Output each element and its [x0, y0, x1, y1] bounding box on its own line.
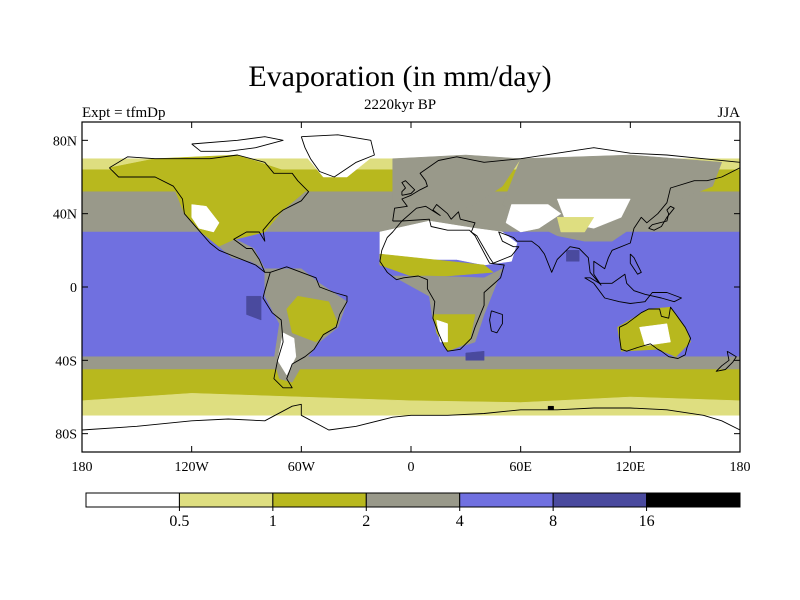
coastline-layer: [82, 134, 740, 431]
colorbar-swatch: [272, 492, 367, 508]
greenland-coast: [300, 134, 375, 178]
contour-region-central-asia-white: [505, 204, 562, 233]
colorbar-level-label: 8: [549, 513, 557, 530]
contour-region-antarctic-black-spot: [547, 405, 554, 411]
contour-region-sahel-olive: [379, 253, 494, 277]
x-tick-label: 60E: [509, 460, 532, 475]
y-tick-label: 80N: [53, 134, 77, 149]
colorbar-swatch: [365, 492, 461, 508]
contour-region-north-america-olive: [109, 154, 306, 247]
north-america-coast: [109, 167, 271, 273]
y-tick-label: 40N: [53, 208, 77, 223]
contour-region-n-polar-white: [82, 122, 740, 159]
y-tick-label: 40S: [55, 354, 77, 369]
x-tick-label: 120E: [616, 460, 646, 475]
contour-region-peru-dark-blue: [246, 295, 262, 321]
madagascar-coast: [489, 310, 503, 334]
contour-region-north-america-west-white: [191, 204, 220, 233]
colorbar-level-label: 1: [269, 513, 277, 530]
contour-region-africa-gray: [392, 268, 503, 352]
y-tick-label: 0: [70, 281, 77, 296]
indonesia-coast: [584, 273, 682, 304]
y-tick-label: 80S: [55, 428, 77, 443]
map-plot-area: [82, 122, 740, 452]
colorbar-level-label: 0.5: [169, 513, 189, 530]
season-label: JJA: [717, 105, 740, 121]
colorbar-swatch: [85, 492, 180, 508]
contour-region-s-gray-band: [82, 356, 740, 370]
axes: 180 120W 60W 0 60E 120E 180 80N 40N 0 40S 80S: [53, 122, 751, 475]
philippines-coast: [629, 253, 642, 275]
contour-region-agulhas-dark-blue: [465, 350, 485, 361]
experiment-label: Expt = tfmDp: [82, 105, 166, 121]
colorbar-level-label: 2: [362, 513, 370, 530]
north-america-east-coast: [109, 154, 310, 273]
colorbar-swatch: [646, 492, 741, 508]
africa-coast: [379, 218, 505, 352]
x-tick-label: 0: [408, 460, 415, 475]
colorbar-swatch: [459, 492, 554, 508]
colorbar-swatch: [178, 492, 274, 508]
chart-subtitle: 2220kyr BP: [363, 97, 437, 113]
colorbar-level-label: 4: [456, 513, 464, 530]
japan-coast: [648, 205, 675, 231]
contour-region-bengal-dark-blue: [566, 250, 580, 262]
colorbar: 0.5 1 2 4 8 16: [85, 492, 741, 530]
colorbar-level-label: 16: [639, 513, 655, 530]
south-america-coast: [262, 266, 348, 389]
new-zealand-coast: [715, 350, 737, 372]
x-tick-label: 180: [730, 460, 751, 475]
australia-coast: [618, 306, 692, 359]
antarctica-coast: [82, 403, 740, 431]
x-tick-label: 180: [72, 460, 93, 475]
contour-region-south-america-olive: [286, 295, 339, 343]
eurasia-coast: [392, 147, 740, 222]
chart-title: Evaporation (in mm/day): [248, 60, 552, 93]
x-tick-label: 60W: [288, 460, 316, 475]
asia-south-coast: [392, 167, 740, 286]
uk-coast: [401, 180, 416, 196]
contour-region-greenland-white: [301, 136, 375, 178]
arctic-islands-coast: [191, 136, 284, 152]
contour-region-tibet-light: [556, 217, 595, 233]
colorbar-swatch: [552, 492, 648, 508]
x-tick-label: 120W: [175, 460, 210, 475]
contour-region-australia-white: [639, 323, 671, 346]
